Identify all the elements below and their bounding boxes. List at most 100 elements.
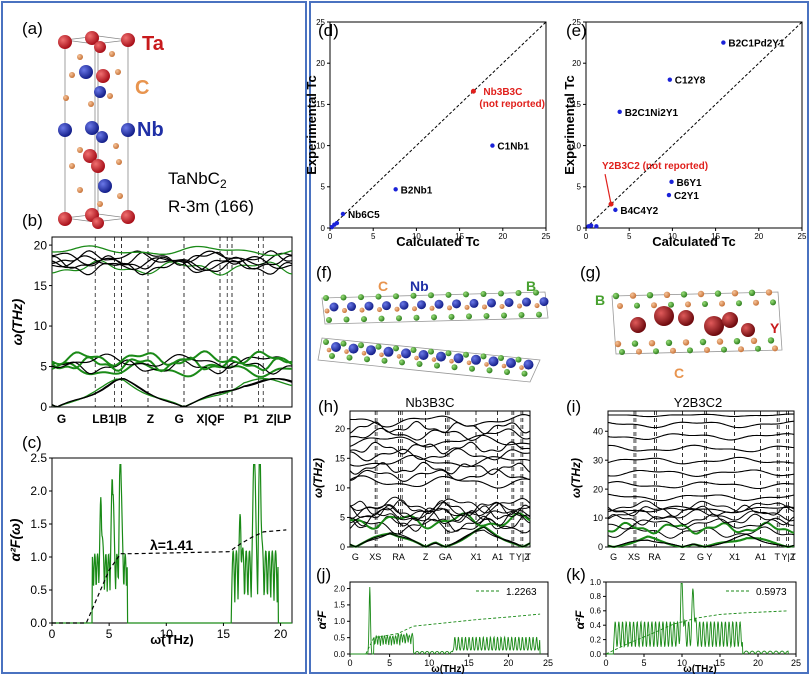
chart-e-point [588, 223, 594, 228]
panel-label-d: (d) [318, 21, 339, 40]
panel-label-i: (i) [566, 397, 581, 416]
chart-k-ytick-label: 0.0 [590, 650, 602, 659]
chart-d-xtick-label: 0 [328, 232, 333, 241]
chart-e-ytick-label: 0 [577, 224, 582, 233]
atom-ta [58, 212, 72, 226]
chart-j-ytick-label: 0.0 [334, 650, 346, 659]
atom-b [393, 345, 399, 352]
chart-k-xtick-label: 15 [715, 658, 725, 668]
chart-e-point [594, 224, 599, 229]
atom-nb [506, 358, 516, 368]
chart-e-xtick-label: 10 [668, 232, 677, 241]
chart-b-band [51, 378, 293, 408]
atom-b [721, 346, 727, 353]
atom-b [702, 301, 708, 307]
atom-nb [347, 302, 356, 312]
chart-j-ytick-label: 0.5 [334, 633, 346, 642]
chart-d-point [490, 143, 495, 148]
atom-b [680, 291, 688, 298]
chart-i-band [608, 444, 795, 453]
chart-i-band [607, 469, 795, 477]
chart-d-point-label: Nb6C5 [348, 210, 380, 221]
atom-b [445, 350, 452, 357]
chart-b-band [51, 255, 293, 271]
atom-ta [94, 41, 106, 53]
atom-b [634, 302, 640, 309]
chart-h-ytick-label: 15 [335, 453, 345, 463]
chart-k-xlabel: ω(THz) [683, 664, 716, 675]
chart-b-band [51, 250, 293, 266]
chart-i-kpoint-label: T [790, 552, 796, 562]
chart-c-xtick-label: 0 [49, 627, 56, 641]
chart-b-kpoint-label: G [175, 412, 184, 426]
f-label-c: C [378, 278, 388, 294]
atom-nb [331, 342, 341, 352]
g-label-c: C [674, 365, 684, 381]
atom-b [515, 356, 522, 363]
atom-c [326, 347, 332, 353]
atom-b [329, 353, 335, 359]
chart-j-ytick-label: 1.5 [334, 601, 346, 610]
chart-e-xtick-label: 25 [798, 232, 807, 241]
atom-b [358, 294, 364, 301]
chart-k-xtick-label: 0 [603, 658, 608, 668]
chart-b-kpoint-label: P1 [244, 412, 259, 426]
atom-c [685, 301, 691, 308]
chart-i-ytick-label: 30 [593, 455, 603, 465]
chart-c-xlabel: ω(THz) [150, 632, 193, 647]
panel-label-f: (f) [316, 263, 332, 282]
chart-b-frame [51, 236, 293, 408]
label-ta: Ta [142, 33, 165, 55]
chart-i-kpoint-label: A1 [755, 552, 766, 562]
atom-b [536, 311, 542, 318]
chart-j-ytick-label: 2.0 [334, 584, 346, 593]
atom-nb [436, 351, 446, 362]
chart-d-ylabel: Experimental Tc [304, 75, 319, 174]
chart-c-ytick-label: 1.5 [30, 517, 47, 531]
chart-h-ytick-label: 0 [340, 542, 345, 552]
chart-i-kpoint-label: Y|Z [781, 552, 795, 562]
chart-j: 1.2263 0 5 10 15 20 250.00.51.01.52.0 ω(THz) … [315, 581, 553, 675]
chart-i-band [607, 493, 795, 502]
label-c: C [135, 77, 149, 99]
chart-d-xtick-label: 10 [412, 232, 421, 241]
chart-i-ylabel: ω(THz) [569, 458, 583, 498]
atom-c [670, 347, 676, 354]
atom-c [449, 358, 454, 364]
atom-c [77, 187, 83, 193]
chart-i-kpoint-label: Z [680, 552, 686, 562]
chart-b-kpoint-label: Z|L [266, 412, 284, 426]
chart-b-band [51, 378, 293, 408]
chart-c: 0 5 10 15 20 0.0 0.5 1.0 1.5 2.0 2.5 λ=1.41 ω(THz)… [7, 451, 293, 647]
chart-h-kpoint-label: G [352, 552, 359, 562]
atom-c [429, 305, 435, 311]
chart-b-kpoint-label: G [57, 412, 66, 426]
chart-h-ytick-label: 5 [340, 513, 345, 523]
chart-b-band [51, 259, 293, 276]
chart-c-ylabel: α²F(ω) [7, 518, 23, 561]
chart-c-a2f-line [52, 464, 292, 624]
atom-c [482, 304, 487, 310]
chart-b: 0 5 10 15 20 G LB1|B Z G X|QF P1 Z|LP ω(THz) [9, 236, 293, 426]
chart-d-highlight-label: Nb3B3C [483, 87, 522, 98]
chart-d-ytick-label: 25 [316, 18, 325, 27]
chart-k-ylabel: α²F [573, 610, 587, 629]
structure-g: B Y C [595, 289, 783, 381]
atom-c [663, 291, 671, 298]
chart-j-ytick-label: 1.0 [334, 617, 346, 626]
chart-e-xtick-label: 5 [627, 232, 632, 241]
chart-d-point [340, 211, 346, 217]
atom-nb [487, 298, 496, 308]
chart-e-xtick-label: 20 [754, 232, 763, 241]
chart-i-band [607, 513, 795, 526]
chart-i-kpoint-label: G Y [697, 552, 712, 562]
atom-b [714, 290, 722, 297]
chart-d-frame [329, 21, 547, 229]
chart-d-ytick-label: 10 [316, 141, 325, 150]
atom-b [466, 313, 472, 320]
atom-ta [121, 210, 135, 224]
atom-b [463, 351, 469, 358]
chart-h-ytick-label: 10 [335, 483, 345, 493]
chart-i-kpoint-label: XS [628, 552, 640, 562]
chart-e-ylabel: Experimental Tc [562, 75, 577, 174]
